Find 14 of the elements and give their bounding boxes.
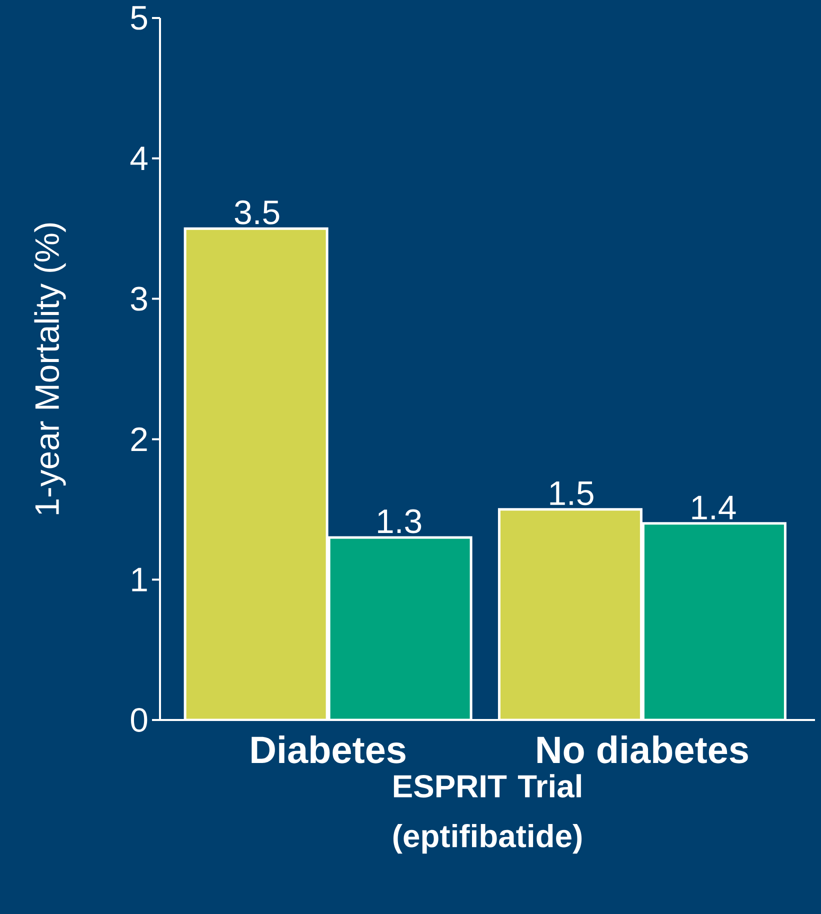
y-tick-label: 5: [131, 6, 148, 30]
y-tick-label: 2: [131, 427, 147, 452]
y-tick-label: 4: [130, 146, 148, 170]
data-label: 1.4: [692, 496, 736, 520]
x-axis-title: ESPRIT Trial (eptifibatide): [393, 774, 582, 854]
x-tick-label: No diabetes: [537, 736, 748, 764]
y-axis-title: 1-year Mortality (%): [34, 223, 66, 514]
y-tick-label: 0: [130, 708, 148, 732]
x-tick-label: Diabetes: [252, 736, 406, 764]
y-tick-label: 1: [132, 568, 147, 592]
data-label: 1.3: [378, 509, 422, 534]
data-label: 1.5: [550, 482, 594, 506]
data-label: 3.5: [234, 200, 280, 224]
y-tick-label: 3: [130, 286, 147, 311]
